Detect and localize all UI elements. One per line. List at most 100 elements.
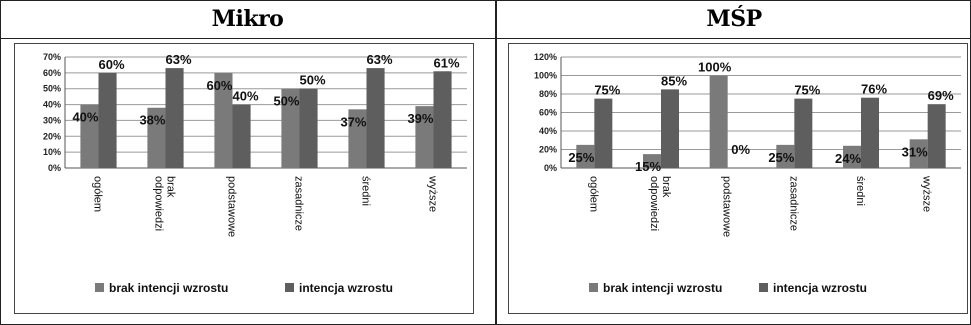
- legend-label: intencja wzrostu: [773, 281, 867, 295]
- bar-brak-intencji: [709, 75, 728, 168]
- legend-swatch: [285, 283, 294, 292]
- category-label: ogółem: [92, 176, 104, 212]
- panel-divider: [495, 0, 497, 325]
- chart-title-msp: MŚP: [706, 6, 762, 32]
- y-tick-label: 70%: [43, 52, 61, 62]
- legend-swatch: [95, 283, 104, 292]
- chart-msp: 0% 20% 40% 60% 80% 100% 120% 25% 75% ogółem 15% 85%…: [508, 43, 968, 314]
- bar-intencja: [861, 97, 879, 168]
- category-label-line: zasadnicze: [293, 176, 305, 231]
- data-label: 40%: [72, 110, 98, 125]
- data-label: 85%: [661, 73, 687, 88]
- data-label: 40%: [233, 89, 259, 104]
- data-label: 24%: [835, 151, 861, 166]
- bar-intencja: [594, 98, 613, 168]
- chart-mikro: 0% 10% 20% 30% 40% 50% 60% 70% 40% 60% ogółem 38% 63…: [14, 43, 474, 314]
- data-label: 50%: [300, 73, 326, 88]
- data-label: 75%: [594, 83, 620, 98]
- legend-label: brak intencji wzrostu: [109, 281, 228, 295]
- data-label: 76%: [861, 82, 887, 97]
- category-label-line: wyższe: [921, 175, 933, 212]
- data-label: 25%: [568, 150, 594, 165]
- data-label: 50%: [273, 94, 299, 109]
- category-label-line: wyższe: [427, 175, 439, 212]
- data-label: 38%: [139, 113, 165, 128]
- data-label: 75%: [794, 83, 820, 98]
- y-tick-label: 80%: [539, 89, 557, 99]
- chart-title-mikro: Mikro: [211, 6, 284, 32]
- category-label: wyższe: [921, 175, 933, 212]
- data-label: 60%: [99, 57, 125, 72]
- bar-intencja: [98, 72, 117, 168]
- y-tick-label: 40%: [539, 126, 557, 136]
- title-divider: [0, 38, 971, 39]
- y-tick-label: 40%: [43, 100, 61, 110]
- y-tick-label: 0%: [48, 163, 61, 173]
- category-label: podstawowe: [721, 176, 733, 237]
- y-tick-label: 60%: [43, 68, 61, 78]
- data-label: 63%: [367, 52, 393, 67]
- bar-intencja: [165, 68, 184, 168]
- data-label: 39%: [407, 111, 433, 126]
- bar-brak-intencji: [843, 145, 861, 168]
- chart-msp-svg: 0% 20% 40% 60% 80% 100% 120% 25% 75% ogółem 15% 85%…: [534, 52, 961, 295]
- data-label: 0%: [731, 142, 750, 157]
- category-label: zasadnicze: [787, 176, 799, 231]
- y-tick-label: 50%: [43, 84, 61, 94]
- y-tick-label: 30%: [43, 115, 61, 125]
- category-label-line: zasadnicze: [787, 176, 799, 231]
- data-label: 31%: [902, 144, 928, 159]
- y-tick-label: 120%: [534, 52, 557, 62]
- bar-brak-intencji: [348, 109, 367, 168]
- data-label: 37%: [340, 114, 366, 129]
- bar-brak-intencji: [776, 144, 795, 168]
- category-label-line: ogółem: [587, 176, 599, 212]
- category-label: zasadnicze: [293, 176, 305, 231]
- category-label-line: średni: [854, 176, 866, 206]
- data-label: 15%: [635, 159, 661, 174]
- legend-label: brak intencji wzrostu: [603, 281, 722, 295]
- bar-brak-intencji: [643, 154, 661, 168]
- data-label: 63%: [166, 52, 192, 67]
- bar-intencja: [366, 68, 385, 168]
- category-label: podstawowe: [226, 176, 238, 237]
- bar-intencja: [661, 89, 679, 168]
- legend-label: intencja wzrostu: [299, 281, 393, 295]
- y-tick-label: 0%: [544, 163, 557, 173]
- y-tick-label: 20%: [539, 145, 557, 155]
- legend-swatch: [759, 283, 768, 292]
- data-label: 60%: [206, 78, 232, 93]
- category-label-line: odpowiedzi: [648, 176, 660, 231]
- y-tick-label: 60%: [539, 108, 557, 118]
- category-label-line: średni: [360, 176, 372, 206]
- chart-mikro-svg: 0%10%20%30%40%50%60%70%40%60%ogółem38%63…: [43, 52, 467, 295]
- bar-intencja: [433, 71, 452, 168]
- bar-brak-intencji: [576, 144, 595, 168]
- category-label: średni: [360, 176, 372, 206]
- bar-brak-intencji: [80, 104, 99, 168]
- bar-intencja: [299, 88, 318, 168]
- y-tick-label: 10%: [43, 147, 61, 157]
- category-label-line: podstawowe: [721, 176, 733, 237]
- category-label: wyższe: [427, 175, 439, 212]
- category-label-line: podstawowe: [226, 176, 238, 237]
- bar-brak-intencji: [214, 72, 233, 168]
- category-label-line: odpowiedzi: [153, 176, 165, 231]
- bar-intencja: [927, 104, 946, 168]
- data-label: 25%: [768, 150, 794, 165]
- y-tick-label: 20%: [43, 131, 61, 141]
- legend-swatch: [589, 283, 598, 292]
- y-tick-label: 100%: [534, 71, 557, 81]
- bar-brak-intencji: [281, 88, 300, 168]
- bar-brak-intencji: [415, 106, 434, 168]
- data-label: 61%: [434, 55, 460, 70]
- bar-intencja: [794, 98, 813, 168]
- category-label: ogółem: [587, 176, 599, 212]
- category-label: średni: [854, 176, 866, 206]
- data-label: 100%: [698, 60, 732, 75]
- bar-brak-intencji: [147, 107, 166, 168]
- category-label-line: brak: [165, 176, 177, 198]
- category-label-line: ogółem: [92, 176, 104, 212]
